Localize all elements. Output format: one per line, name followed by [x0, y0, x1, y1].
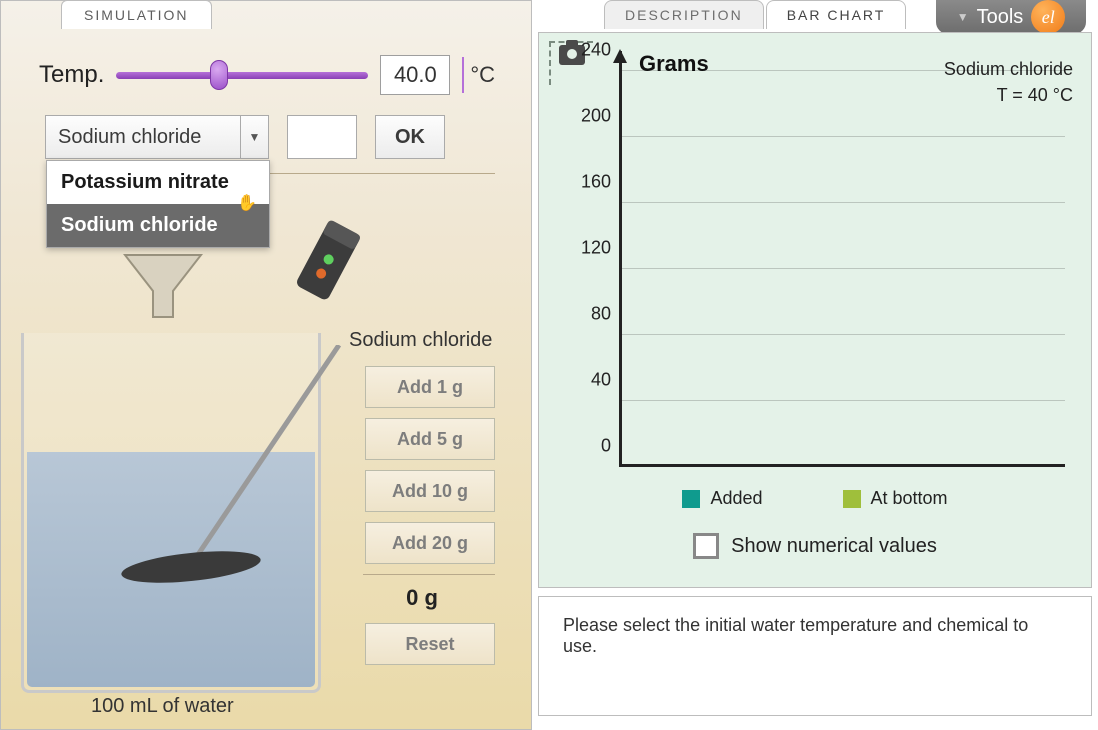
dropdown-menu: Potassium nitrate Sodium chloride	[46, 160, 270, 248]
tools-button[interactable]: ▼ Tools el	[936, 0, 1086, 34]
ok-button[interactable]: OK	[375, 115, 445, 159]
legend-at-bottom: At bottom	[843, 488, 948, 509]
temp-input[interactable]	[380, 55, 450, 95]
y-tick-label: 240	[571, 40, 611, 61]
grid-line	[622, 202, 1065, 203]
y-axis	[619, 51, 622, 467]
dropdown-option-sodium-chloride[interactable]: Sodium chloride	[47, 204, 269, 247]
add-column: Sodium chloride Add 1 g Add 5 g Add 10 g…	[349, 329, 509, 665]
show-values-checkbox[interactable]	[693, 533, 719, 559]
simulation-panel: SIMULATION Temp. °C Sodium chloride ▼ Po…	[0, 0, 532, 730]
add-1g-button[interactable]: Add 1 g	[365, 366, 495, 408]
mixer-icon	[271, 218, 381, 338]
funnel-icon	[123, 253, 203, 323]
logo-icon: el	[1031, 0, 1065, 34]
temp-unit: °C	[462, 57, 495, 93]
dropdown-option-potassium-nitrate[interactable]: Potassium nitrate	[47, 161, 269, 204]
divider	[363, 574, 495, 575]
legend-label-added: Added	[710, 488, 762, 509]
grid-line	[622, 400, 1065, 401]
legend-swatch-at-bottom	[843, 490, 861, 508]
grid-line	[622, 334, 1065, 335]
legend-swatch-added	[682, 490, 700, 508]
chevron-down-icon: ▼	[240, 116, 268, 158]
chart-legend: Added At bottom	[539, 488, 1091, 509]
chevron-down-icon: ▼	[957, 10, 969, 24]
chemical-swatch	[287, 115, 357, 159]
y-tick-label: 120	[571, 238, 611, 259]
beaker-glass	[21, 333, 321, 693]
grams-total: 0 g	[349, 585, 495, 611]
x-axis	[619, 464, 1065, 467]
add-20g-button[interactable]: Add 20 g	[365, 522, 495, 564]
grid-line	[622, 136, 1065, 137]
slider-thumb[interactable]	[210, 60, 228, 90]
grid-line	[622, 268, 1065, 269]
legend-added: Added	[682, 488, 762, 509]
grid-line	[622, 70, 1065, 71]
temp-label: Temp.	[39, 61, 104, 89]
chemical-dropdown[interactable]: Sodium chloride ▼ Potassium nitrate Sodi…	[45, 115, 269, 159]
add-5g-button[interactable]: Add 5 g	[365, 418, 495, 460]
beaker-label: 100 mL of water	[91, 695, 234, 718]
y-tick-label: 160	[571, 172, 611, 193]
tab-description[interactable]: DESCRIPTION	[604, 0, 764, 29]
legend-label-at-bottom: At bottom	[871, 488, 948, 509]
chart-panel: Grams Sodium chloride T = 40 °C 04080120…	[538, 32, 1092, 588]
show-values-label: Show numerical values	[731, 535, 937, 558]
tab-bar-chart[interactable]: BAR CHART	[766, 0, 907, 29]
right-panel: DESCRIPTION BAR CHART ▼ Tools el Grams S…	[532, 0, 1098, 730]
add-10g-button[interactable]: Add 10 g	[365, 470, 495, 512]
dropdown-selected: Sodium chloride	[58, 126, 201, 149]
y-tick-label: 40	[571, 370, 611, 391]
y-tick-label: 80	[571, 304, 611, 325]
water	[27, 452, 315, 687]
chemical-name-label: Sodium chloride	[349, 329, 509, 352]
y-tick-label: 0	[571, 436, 611, 457]
y-axis-arrow-icon	[613, 49, 627, 63]
tools-label: Tools	[977, 6, 1024, 29]
y-tick-label: 200	[571, 106, 611, 127]
tab-simulation[interactable]: SIMULATION	[61, 0, 212, 29]
reset-button[interactable]: Reset	[365, 623, 495, 665]
instruction-text: Please select the initial water temperat…	[538, 596, 1092, 716]
chart-axes: 04080120160200240	[619, 51, 1065, 467]
temp-slider[interactable]	[116, 66, 368, 84]
beaker	[21, 333, 321, 703]
slider-track	[116, 72, 368, 79]
